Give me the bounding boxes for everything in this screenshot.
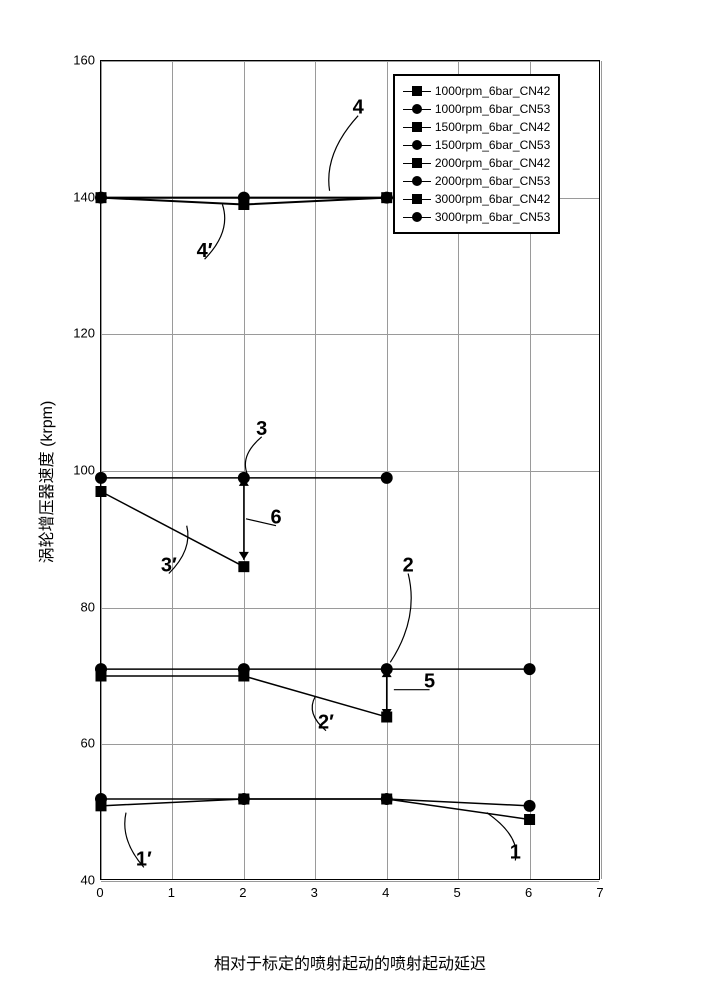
square-icon (412, 158, 422, 168)
circle-icon (412, 140, 422, 150)
circle-icon (412, 212, 422, 222)
legend-label: 1000rpm_6bar_CN42 (435, 84, 550, 98)
marker-circle (524, 663, 536, 675)
square-icon (412, 86, 422, 96)
legend-item: 3000rpm_6bar_CN53 (403, 208, 550, 226)
legend-label: 3000rpm_6bar_CN42 (435, 192, 550, 206)
marker-square (381, 794, 392, 805)
legend-marker (403, 120, 431, 134)
legend: 1000rpm_6bar_CN42 1000rpm_6bar_CN53 1500rp… (393, 74, 560, 234)
marker-square (96, 192, 107, 203)
x-tick-label: 2 (239, 885, 246, 900)
series-line (101, 676, 387, 717)
gridline-vertical (601, 61, 602, 879)
legend-label: 2000rpm_6bar_CN53 (435, 174, 550, 188)
callout-label: 1 (510, 842, 521, 864)
x-tick-label: 7 (596, 885, 603, 900)
marker-square (238, 561, 249, 572)
x-tick-label: 4 (382, 885, 389, 900)
marker-circle (95, 472, 107, 484)
circle-icon (412, 104, 422, 114)
legend-marker (403, 192, 431, 206)
callout-label: 6 (270, 507, 281, 529)
legend-item: 1500rpm_6bar_CN42 (403, 118, 550, 136)
callout-label: 4 (353, 97, 365, 119)
arrowhead-icon (239, 552, 249, 560)
y-tick-label: 100 (73, 463, 95, 478)
gridline-horizontal (101, 881, 599, 882)
callout-line (390, 574, 411, 663)
marker-square (238, 199, 249, 210)
callout-line (245, 437, 261, 475)
marker-square (96, 671, 107, 682)
callout-label: 1′ (136, 848, 152, 870)
marker-circle (524, 800, 536, 812)
marker-square (524, 814, 535, 825)
x-tick-label: 1 (168, 885, 175, 900)
square-icon (412, 122, 422, 132)
marker-square (96, 486, 107, 497)
legend-item: 3000rpm_6bar_CN42 (403, 190, 550, 208)
y-tick-label: 140 (73, 189, 95, 204)
y-axis-label: 涡轮增压器速度 (krpm) (33, 357, 57, 607)
chart-container: 44′33′622′511′ 涡轮增压器速度 (krpm) 相对于标定的喷射起动… (50, 20, 650, 920)
callout-label: 3′ (161, 555, 177, 577)
y-tick-label: 120 (73, 326, 95, 341)
x-tick-label: 0 (96, 885, 103, 900)
legend-item: 1500rpm_6bar_CN53 (403, 136, 550, 154)
square-icon (412, 194, 422, 204)
legend-label: 1000rpm_6bar_CN53 (435, 102, 550, 116)
legend-marker (403, 84, 431, 98)
callout-label: 4′ (197, 240, 213, 262)
x-tick-label: 3 (311, 885, 318, 900)
legend-marker (403, 102, 431, 116)
callout-label: 2 (403, 555, 414, 577)
marker-circle (381, 472, 393, 484)
legend-marker (403, 156, 431, 170)
callout-label: 5 (424, 671, 435, 693)
marker-square (96, 800, 107, 811)
legend-marker (403, 174, 431, 188)
legend-item: 2000rpm_6bar_CN53 (403, 172, 550, 190)
x-tick-label: 5 (454, 885, 461, 900)
legend-marker (403, 210, 431, 224)
y-tick-label: 80 (81, 599, 95, 614)
legend-item: 1000rpm_6bar_CN42 (403, 82, 550, 100)
legend-label: 1500rpm_6bar_CN53 (435, 138, 550, 152)
legend-label: 2000rpm_6bar_CN42 (435, 156, 550, 170)
circle-icon (412, 176, 422, 186)
callout-label: 2′ (318, 712, 334, 734)
legend-label: 1500rpm_6bar_CN42 (435, 120, 550, 134)
y-tick-label: 60 (81, 736, 95, 751)
y-tick-label: 160 (73, 53, 95, 68)
legend-marker (403, 138, 431, 152)
legend-item: 1000rpm_6bar_CN53 (403, 100, 550, 118)
legend-item: 2000rpm_6bar_CN42 (403, 154, 550, 172)
callout-line (329, 116, 358, 191)
marker-square (381, 192, 392, 203)
callout-label: 3 (256, 418, 267, 440)
marker-square (238, 671, 249, 682)
y-tick-label: 40 (81, 873, 95, 888)
legend-label: 3000rpm_6bar_CN53 (435, 210, 550, 224)
marker-square (238, 794, 249, 805)
x-tick-label: 6 (525, 885, 532, 900)
x-axis-label: 相对于标定的喷射起动的喷射起动延迟 (100, 950, 600, 974)
